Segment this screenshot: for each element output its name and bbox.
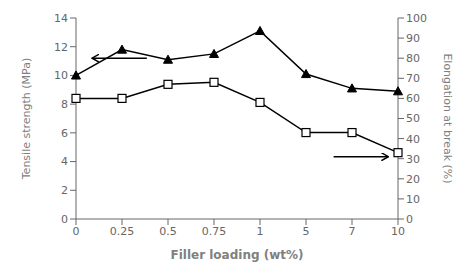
svg-text:0: 0 [406, 213, 413, 226]
svg-text:6: 6 [61, 127, 68, 140]
svg-text:80: 80 [406, 52, 420, 65]
svg-text:14: 14 [54, 12, 68, 25]
svg-text:10: 10 [391, 225, 405, 238]
svg-text:8: 8 [61, 98, 68, 111]
svg-text:90: 90 [406, 32, 420, 45]
svg-text:5: 5 [303, 225, 310, 238]
svg-text:100: 100 [406, 12, 427, 25]
svg-text:2: 2 [61, 184, 68, 197]
svg-text:70: 70 [406, 72, 420, 85]
svg-text:Tensile strength (MPa): Tensile strength (MPa) [20, 58, 33, 180]
svg-text:60: 60 [406, 92, 420, 105]
svg-text:10: 10 [54, 69, 68, 82]
svg-text:0: 0 [61, 213, 68, 226]
svg-text:Elongation at break (%): Elongation at break (%) [441, 53, 454, 183]
svg-text:0.25: 0.25 [110, 225, 135, 238]
svg-text:7: 7 [349, 225, 356, 238]
svg-text:50: 50 [406, 112, 420, 125]
svg-text:40: 40 [406, 133, 420, 146]
svg-text:1: 1 [257, 225, 264, 238]
svg-text:0.5: 0.5 [159, 225, 177, 238]
svg-text:10: 10 [406, 193, 420, 206]
svg-text:30: 30 [406, 153, 420, 166]
svg-text:Filler loading (wt%): Filler loading (wt%) [170, 248, 303, 262]
svg-text:20: 20 [406, 173, 420, 186]
svg-text:0.75: 0.75 [202, 225, 227, 238]
svg-text:4: 4 [61, 155, 68, 168]
svg-text:0: 0 [73, 225, 80, 238]
svg-text:12: 12 [54, 41, 68, 54]
